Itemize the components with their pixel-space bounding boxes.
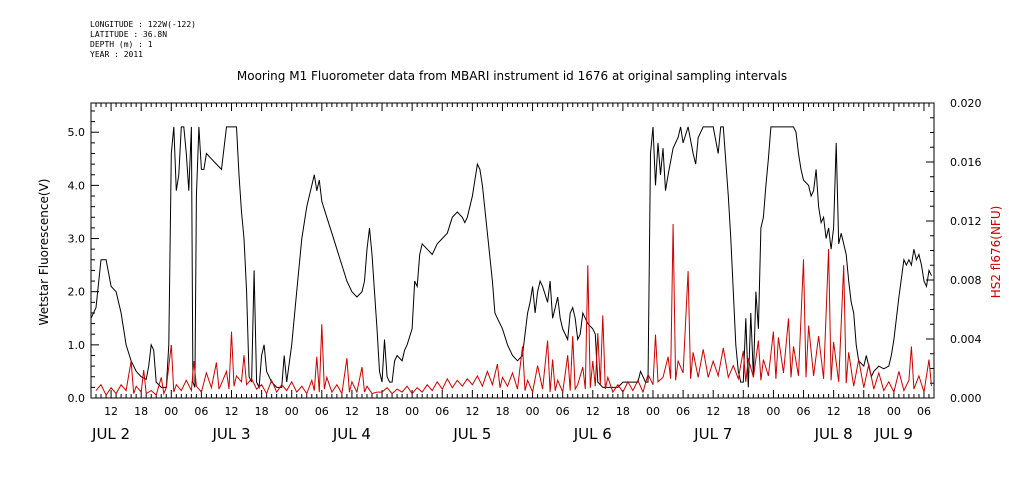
plot-area xyxy=(90,126,932,397)
series-line-fl676 xyxy=(95,223,932,397)
y-tick-label-left: 4.0 xyxy=(68,179,86,192)
series-line-fluorescence xyxy=(90,126,932,390)
y-tick-label-left: 1.0 xyxy=(68,339,86,352)
y-tick-label-right: 0.004 xyxy=(950,333,982,346)
y-axis-title-left: Wetstar Fluorescence(V) xyxy=(37,179,51,326)
x-date-label: JUL 3 xyxy=(211,425,250,443)
x-date-label: JUL 5 xyxy=(452,425,491,443)
x-date-label: JUL 2 xyxy=(91,425,130,443)
y-tick-label-left: 3.0 xyxy=(68,233,86,246)
x-date-label: JUL 4 xyxy=(332,425,371,443)
x-tick-label: 06 xyxy=(194,405,208,418)
latitude-label: LATITUDE : 36.8N xyxy=(90,30,168,39)
depth-label: DEPTH (m) : 1 xyxy=(90,40,153,49)
x-tick-label: 00 xyxy=(285,405,299,418)
y-tick-label-left: 2.0 xyxy=(68,286,86,299)
y-tick-label-right: 0.008 xyxy=(950,274,982,287)
y-tick-label-right: 0.012 xyxy=(950,215,982,228)
x-tick-label: 12 xyxy=(706,405,720,418)
x-tick-label: 06 xyxy=(797,405,811,418)
x-tick-label: 06 xyxy=(556,405,570,418)
x-tick-label: 18 xyxy=(857,405,871,418)
x-tick-label: 12 xyxy=(225,405,239,418)
y-tick-label-left: 0.0 xyxy=(68,392,86,405)
x-tick-label: 06 xyxy=(435,405,449,418)
chart-title: Mooring M1 Fluorometer data from MBARI i… xyxy=(237,69,787,83)
x-tick-label: 12 xyxy=(465,405,479,418)
x-tick-label: 00 xyxy=(887,405,901,418)
x-tick-label: 18 xyxy=(134,405,148,418)
y-axis-title-right: HS2 fl676(NFU) xyxy=(989,206,1003,299)
x-tick-label: 18 xyxy=(736,405,750,418)
x-tick-label: 18 xyxy=(616,405,630,418)
x-tick-label: 06 xyxy=(676,405,690,418)
x-tick-label: 00 xyxy=(526,405,540,418)
longitude-label: LONGITUDE : 122W(-122) xyxy=(90,20,196,29)
x-date-label: JUL 7 xyxy=(693,425,732,443)
x-tick-label: 12 xyxy=(104,405,118,418)
x-tick-label: 06 xyxy=(315,405,329,418)
y-tick-label-right: 0.016 xyxy=(950,156,982,169)
x-tick-label: 00 xyxy=(164,405,178,418)
x-tick-label: 06 xyxy=(917,405,931,418)
metadata-block: LONGITUDE : 122W(-122) LATITUDE : 36.8N … xyxy=(90,20,196,60)
x-date-label: JUL 9 xyxy=(874,425,913,443)
y-tick-label-right: 0.020 xyxy=(950,97,982,110)
x-tick-label: 18 xyxy=(495,405,509,418)
x-tick-label: 12 xyxy=(586,405,600,418)
x-tick-label: 18 xyxy=(255,405,269,418)
x-tick-label: 12 xyxy=(827,405,841,418)
x-date-label: JUL 6 xyxy=(573,425,612,443)
x-tick-label: 00 xyxy=(766,405,780,418)
y-tick-label-left: 5.0 xyxy=(68,126,86,139)
axes-group: 12 18 00 06 12 18 00 06 12 18 00 06 12 18 00 06 12 18 00 06… xyxy=(68,97,982,443)
x-tick-label: 00 xyxy=(646,405,660,418)
x-tick-label: 12 xyxy=(345,405,359,418)
x-date-label: JUL 8 xyxy=(814,425,853,443)
year-label: YEAR : 2011 xyxy=(90,50,143,59)
x-tick-label: 00 xyxy=(405,405,419,418)
x-tick-label: 18 xyxy=(375,405,389,418)
y-tick-label-right: 0.000 xyxy=(950,392,982,405)
